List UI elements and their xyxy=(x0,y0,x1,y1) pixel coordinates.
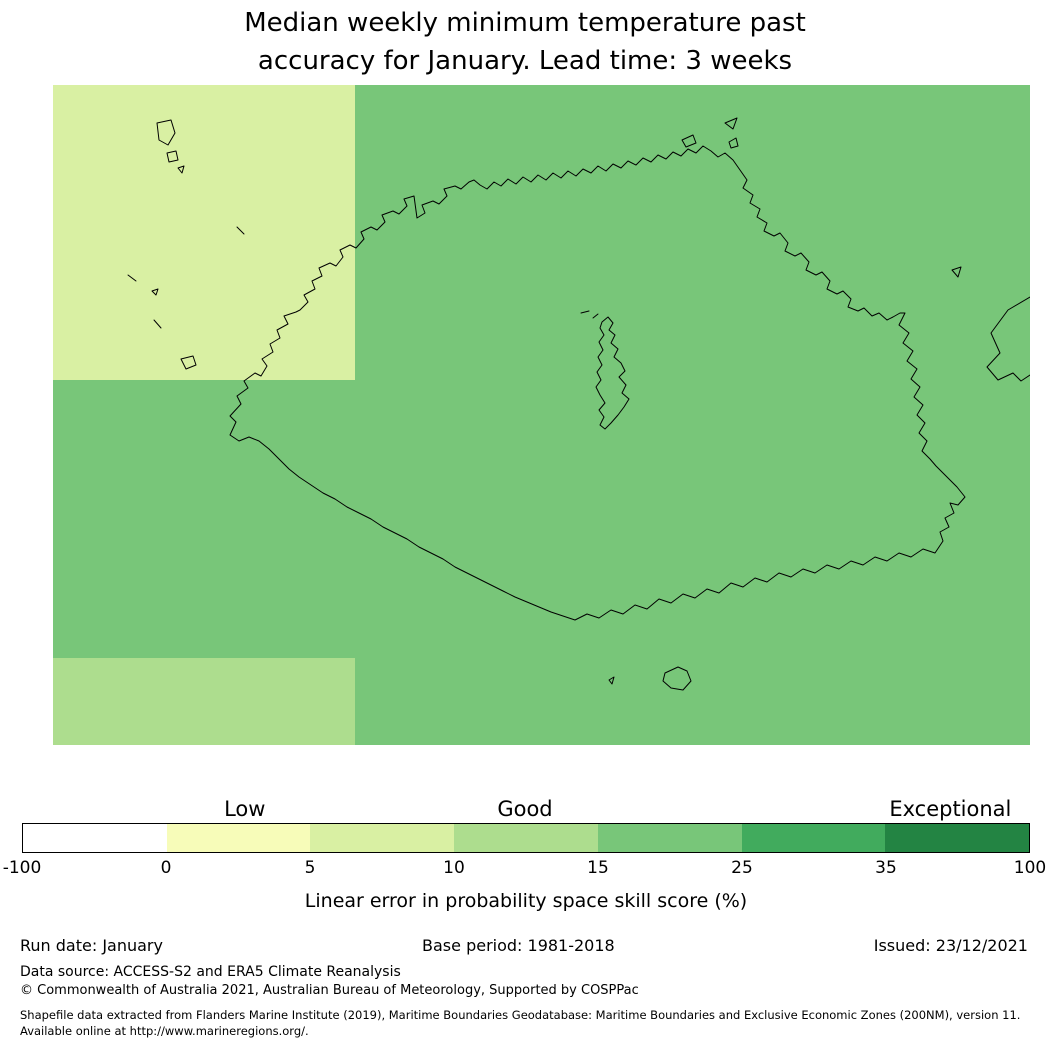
map-region-southwest xyxy=(53,658,355,745)
title-line-1: Median weekly minimum temperature past xyxy=(244,8,806,38)
colorbar-tick-label: 10 xyxy=(443,858,465,878)
island-west-small xyxy=(180,355,197,370)
eez-boundary-outline xyxy=(229,145,966,621)
category-label-good: Good xyxy=(497,797,553,821)
category-label-exceptional: Exceptional xyxy=(889,797,1012,821)
colorbar-tick-label: 15 xyxy=(587,858,609,878)
figure-title: Median weekly minimum temperature past a… xyxy=(0,0,1050,80)
colorbar-segment-2 xyxy=(310,824,455,852)
colorbar-tick-label: 25 xyxy=(731,858,753,878)
boundary-east-edge xyxy=(986,296,1030,382)
island-northwest-tiny xyxy=(177,165,185,174)
copyright-notice: © Commonwealth of Australia 2021, Austra… xyxy=(20,983,639,998)
shapefile-attribution: Shapefile data extracted from Flanders M… xyxy=(20,1008,1021,1039)
run-date: Run date: January xyxy=(20,936,163,955)
colorbar-tick-label: 35 xyxy=(875,858,897,878)
colorbar-legend: Low Good Exceptional -100 0 5 10 15 25 35 100 Lin… xyxy=(3,795,1047,912)
map xyxy=(53,85,1030,745)
title-line-2: accuracy for January. Lead time: 3 weeks xyxy=(257,46,793,76)
colorbar-segment-6 xyxy=(885,824,1030,852)
colorbar-segment-1 xyxy=(166,824,311,852)
island-main xyxy=(595,316,630,430)
data-source: Data source: ACCESS-S2 and ERA5 Climate … xyxy=(20,964,401,980)
island-east-tiny xyxy=(951,266,962,278)
colorbar-tick-label: 100 xyxy=(1013,858,1047,878)
island-south-tiny xyxy=(608,676,615,685)
island-northeast-2 xyxy=(724,117,738,130)
category-label-low: Low xyxy=(224,797,266,821)
colorbar-tick-label: 5 xyxy=(304,858,316,878)
colorbar-segment-0 xyxy=(23,824,167,852)
colorbar xyxy=(22,823,1030,853)
island-northeast-1 xyxy=(681,134,697,148)
colorbar-axis-label: Linear error in probability space skill … xyxy=(304,890,748,912)
footer-meta-row: Run date: January Base period: 1981-2018… xyxy=(0,936,1050,955)
issued-date: Issued: 23/12/2021 xyxy=(873,936,1028,955)
colorbar-tick-label: 0 xyxy=(160,858,172,878)
island-west-dash-2 xyxy=(153,319,162,329)
island-northeast-3 xyxy=(728,137,739,149)
colorbar-tick-label: -100 xyxy=(2,858,42,878)
island-west-tiny xyxy=(151,288,159,296)
island-northwest-large xyxy=(156,119,176,146)
island-northwest-small xyxy=(166,150,179,163)
base-period: Base period: 1981-2018 xyxy=(422,936,615,955)
colorbar-segment-4 xyxy=(597,824,742,852)
colorbar-ticks: -100 0 5 10 15 25 35 100 xyxy=(3,853,1047,882)
island-west-dash-1 xyxy=(127,274,137,282)
island-south-large xyxy=(662,666,692,691)
map-region-northwest xyxy=(53,85,355,380)
island-main-reef-marks xyxy=(580,310,599,319)
footer: Run date: January Base period: 1981-2018… xyxy=(0,936,1050,1039)
colorbar-segment-3 xyxy=(454,824,598,852)
island-northwest-dash-1 xyxy=(236,226,245,235)
colorbar-segment-5 xyxy=(741,824,886,852)
colorbar-categories: Low Good Exceptional xyxy=(22,795,1030,823)
